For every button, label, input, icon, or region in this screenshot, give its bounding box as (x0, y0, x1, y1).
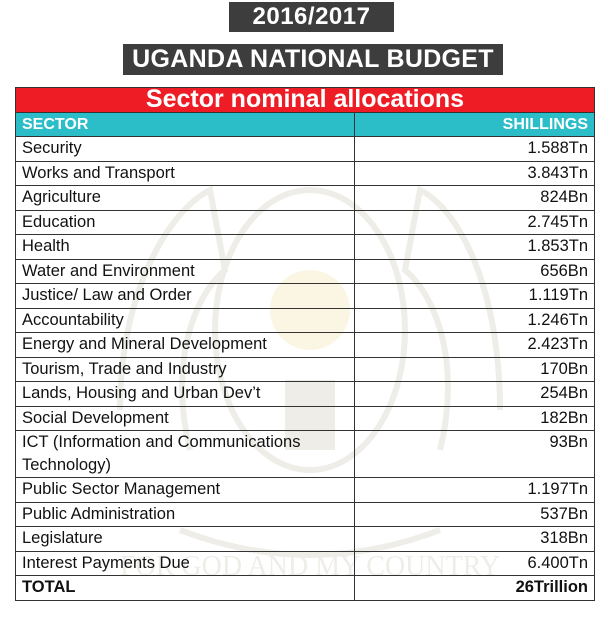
sector-cell: Agriculture (15, 185, 355, 211)
table-row: ICT (Information and Communications Tech… (15, 430, 595, 478)
table-row: Agriculture 824Bn (15, 185, 595, 211)
table-row: Security 1.588Tn (15, 136, 595, 162)
table-row: Public Sector Management 1.197Tn (15, 477, 595, 503)
sector-cell: Water and Environment (15, 258, 355, 284)
amount-cell: 93Bn (354, 430, 595, 478)
table-caption-row: Sector nominal allocations (15, 87, 595, 113)
sector-cell: Health (15, 234, 355, 260)
amount-cell: 656Bn (354, 258, 595, 284)
total-row: TOTAL 26Trillion (15, 575, 595, 601)
total-label: TOTAL (15, 575, 355, 601)
sector-cell: Public Administration (15, 501, 355, 527)
amount-cell: 2.423Tn (354, 332, 595, 358)
amount-cell: 1.588Tn (354, 136, 595, 162)
table-row: Works and Transport 3.843Tn (15, 160, 595, 186)
amount-cell: 1.119Tn (354, 283, 595, 309)
amount-cell: 1.197Tn (354, 477, 595, 503)
amount-cell: 170Bn (354, 356, 595, 382)
amount-cell: 2.745Tn (354, 209, 595, 235)
amount-cell: 3.843Tn (354, 160, 595, 186)
sector-cell: Security (15, 136, 355, 162)
column-header-amount: SHILLINGS (354, 111, 595, 137)
table-row: Tourism, Trade and Industry 170Bn (15, 356, 595, 382)
sector-cell: Interest Payments Due (15, 550, 355, 576)
table-row: Lands, Housing and Urban Dev’t 254Bn (15, 381, 595, 407)
column-header-row: SECTOR SHILLINGS (15, 111, 595, 137)
table-row: Water and Environment 656Bn (15, 258, 595, 284)
budget-table: Sector nominal allocations SECTOR SHILLI… (15, 87, 595, 601)
sector-cell: Public Sector Management (15, 477, 355, 503)
table-row: Legislature 318Bn (15, 526, 595, 552)
year-banner: 2016/2017 (229, 2, 394, 32)
amount-cell: 254Bn (354, 381, 595, 407)
sector-cell: Education (15, 209, 355, 235)
table-row: Social Development 182Bn (15, 405, 595, 431)
total-amount: 26Trillion (354, 575, 595, 601)
table-row: Energy and Mineral Development 2.423Tn (15, 332, 595, 358)
amount-cell: 537Bn (354, 501, 595, 527)
sector-cell: Legislature (15, 526, 355, 552)
table-row: Accountability 1.246Tn (15, 307, 595, 333)
sector-cell: ICT (Information and Communications Tech… (15, 430, 355, 478)
sector-cell: Justice/ Law and Order (15, 283, 355, 309)
sector-cell: Tourism, Trade and Industry (15, 356, 355, 382)
table-row: Interest Payments Due 6.400Tn (15, 550, 595, 576)
sector-cell: Works and Transport (15, 160, 355, 186)
amount-cell: 1.246Tn (354, 307, 595, 333)
amount-cell: 182Bn (354, 405, 595, 431)
table-caption: Sector nominal allocations (15, 87, 595, 113)
table-row: Public Administration 537Bn (15, 501, 595, 527)
column-header-sector: SECTOR (15, 111, 355, 137)
table-row: Health 1.853Tn (15, 234, 595, 260)
sector-cell: Energy and Mineral Development (15, 332, 355, 358)
sector-cell: Social Development (15, 405, 355, 431)
amount-cell: 824Bn (354, 185, 595, 211)
amount-cell: 6.400Tn (354, 550, 595, 576)
table-row: Education 2.745Tn (15, 209, 595, 235)
sector-cell: Accountability (15, 307, 355, 333)
table-row: Justice/ Law and Order 1.119Tn (15, 283, 595, 309)
amount-cell: 318Bn (354, 526, 595, 552)
page-title: UGANDA NATIONAL BUDGET (123, 44, 503, 75)
sector-cell: Lands, Housing and Urban Dev’t (15, 381, 355, 407)
amount-cell: 1.853Tn (354, 234, 595, 260)
